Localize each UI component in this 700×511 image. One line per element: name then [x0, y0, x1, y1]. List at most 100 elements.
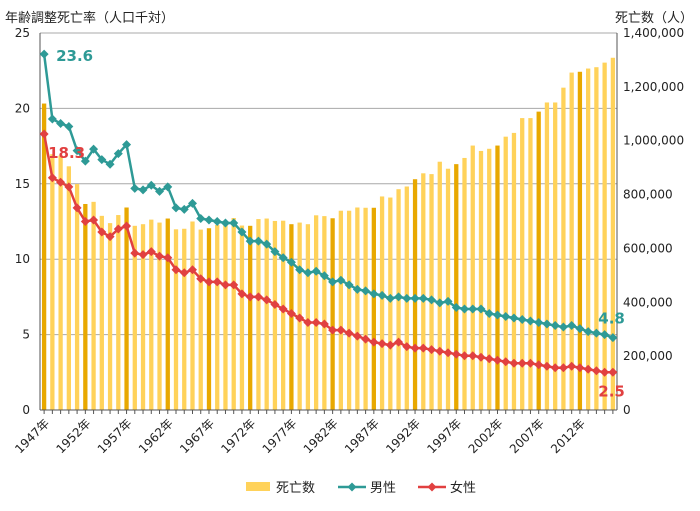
- marker-女性-1962: [163, 253, 173, 263]
- legend-label: 死亡数: [276, 481, 315, 496]
- marker-女性-1968: [212, 277, 222, 287]
- marker-男性-2004: [509, 313, 519, 323]
- marker-女性-1993: [418, 343, 428, 353]
- bar-2010: [561, 87, 566, 410]
- x-tick-label: 1952年: [53, 416, 93, 456]
- marker-男性-2010: [558, 322, 568, 332]
- marker-男性-2001: [484, 308, 494, 318]
- marker-女性-1948: [47, 173, 57, 183]
- bar-2008: [544, 102, 550, 411]
- marker-男性-1983: [336, 275, 346, 285]
- marker-女性-2000: [476, 352, 486, 362]
- marker-女性-1958: [130, 248, 140, 258]
- bar-1998: [462, 157, 467, 410]
- marker-男性-2007: [534, 318, 544, 328]
- marker-男性-1989: [385, 293, 395, 303]
- marker-男性-2006: [525, 316, 535, 326]
- marker-女性-1959: [138, 250, 148, 260]
- bar-layer: [41, 57, 616, 411]
- marker-男性-1953: [89, 144, 99, 154]
- legend-swatch-marker: [427, 482, 437, 492]
- y-right-tick-label: 400,000: [623, 295, 673, 309]
- bar-2016: [610, 57, 616, 410]
- bar-1983: [338, 210, 344, 410]
- marker-女性-1947: [39, 129, 49, 139]
- bar-1997: [454, 164, 459, 410]
- marker-男性-1947: [39, 49, 49, 59]
- y-right-tick-label: 1,000,000: [623, 134, 684, 148]
- bar-1995: [437, 161, 442, 410]
- bar-1967: [206, 228, 212, 410]
- bar-1975: [272, 220, 278, 410]
- bar-1996: [445, 168, 451, 410]
- x-tick-label: 1982年: [301, 416, 341, 456]
- bar-1979: [305, 224, 311, 410]
- bar-1987: [371, 207, 376, 410]
- legend-label: 女性: [450, 480, 476, 496]
- marker-女性-2001: [484, 354, 494, 364]
- marker-女性-1984: [344, 328, 354, 338]
- bar-2004: [511, 132, 517, 410]
- x-tick-label: 1997年: [424, 416, 464, 456]
- marker-女性-2002: [492, 355, 502, 365]
- marker-女性-2009: [550, 363, 560, 373]
- marker-男性-1968: [212, 217, 222, 226]
- marker-男性-1986: [361, 286, 371, 296]
- x-tick-label: 2012年: [548, 416, 588, 456]
- marker-男性-1949: [56, 118, 66, 128]
- marker-男性-1951: [72, 146, 82, 156]
- bar-1989: [388, 197, 393, 410]
- marker-男性-1975: [270, 247, 280, 257]
- legend-label: 男性: [370, 481, 396, 496]
- bar-1968: [215, 225, 220, 410]
- legend-swatch-marker: [347, 482, 357, 492]
- marker-女性-1963: [171, 265, 181, 275]
- marker-男性-1996: [443, 296, 453, 306]
- marker-男性-2016: [608, 333, 618, 343]
- y-left-tick-label: 15: [15, 177, 30, 191]
- marker-男性-1988: [377, 290, 387, 300]
- legend: 死亡数 男性 女性: [246, 480, 476, 496]
- marker-男性-1973: [253, 236, 263, 246]
- bar-2012: [577, 71, 583, 410]
- marker-男性-2003: [501, 312, 511, 322]
- value-annotation: 2.5: [598, 382, 625, 400]
- x-tick-label: 1977年: [260, 416, 300, 456]
- bar-1969: [223, 223, 228, 410]
- y-left-tick-label: 0: [22, 403, 30, 417]
- marker-女性-2010: [558, 363, 568, 373]
- marker-男性-2002: [492, 310, 502, 320]
- marker-女性-1992: [410, 343, 420, 353]
- marker-女性-1966: [196, 274, 206, 284]
- marker-女性-1982: [328, 325, 338, 335]
- marker-男性-1976: [278, 253, 288, 263]
- bar-1980: [313, 215, 319, 410]
- bar-1954: [99, 215, 104, 410]
- marker-女性-1961: [155, 251, 165, 261]
- marker-男性-1984: [344, 280, 354, 290]
- marker-女性-1977: [286, 308, 296, 318]
- marker-男性-1963: [171, 203, 181, 213]
- bar-1951: [74, 184, 80, 410]
- marker-男性-2000: [476, 304, 486, 314]
- bar-1948: [50, 154, 55, 410]
- marker-男性-1958: [130, 183, 140, 193]
- bar-1972: [248, 225, 253, 410]
- bar-1956: [116, 215, 121, 410]
- marker-女性-1978: [295, 313, 305, 323]
- bar-2011: [569, 72, 574, 411]
- line-layer: [39, 49, 618, 377]
- bar-1999: [470, 145, 475, 410]
- bar-1949: [58, 155, 63, 410]
- right-axis-title: 死亡数（人）: [615, 11, 693, 26]
- marker-男性-1978: [295, 265, 305, 275]
- marker-女性-1954: [97, 227, 107, 237]
- marker-女性-2006: [525, 358, 535, 368]
- bar-1963: [173, 229, 179, 410]
- bar-1994: [429, 174, 434, 410]
- marker-男性-1995: [435, 298, 445, 308]
- bar-1964: [182, 228, 187, 410]
- bar-1982: [330, 218, 335, 410]
- marker-男性-1994: [427, 295, 437, 305]
